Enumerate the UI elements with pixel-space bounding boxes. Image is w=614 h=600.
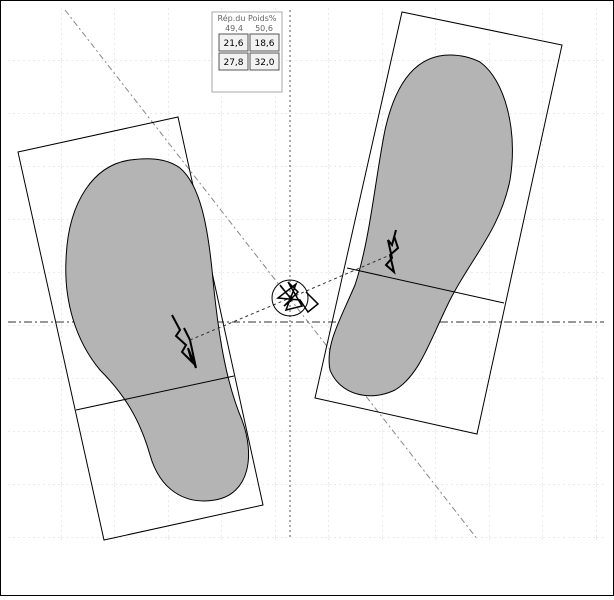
- panel-title: Rép.du Poids%: [218, 13, 277, 23]
- right-total: 50,6: [255, 24, 273, 33]
- cell-value: 21,6: [223, 39, 243, 49]
- left-total: 49,4: [225, 24, 243, 33]
- cell-value: 18,6: [254, 39, 274, 49]
- posturography-view: Rép.du Poids% 49,4 50,6 21,6 18,6 27,8 3…: [0, 0, 614, 596]
- cell-value: 27,8: [223, 58, 243, 68]
- weight-distribution-panel: Rép.du Poids% 49,4 50,6 21,6 18,6 27,8 3…: [212, 12, 282, 92]
- cell-value: 32,0: [254, 58, 274, 68]
